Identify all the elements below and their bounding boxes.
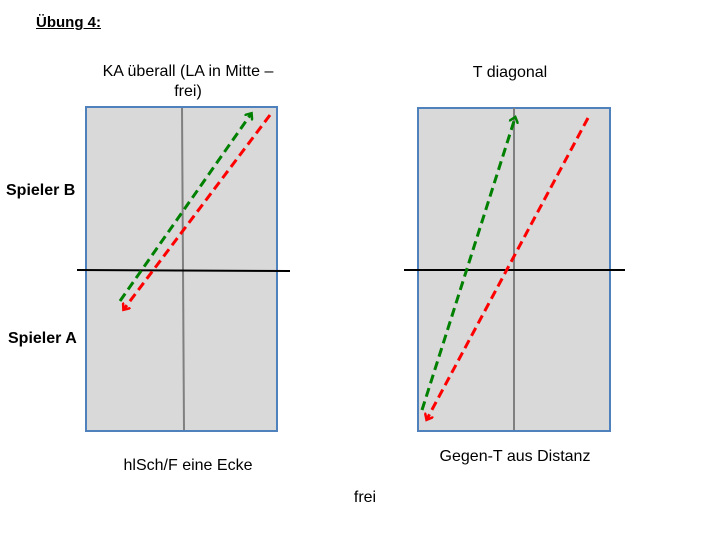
right-green-arrow [420, 118, 515, 411]
left-court [76, 106, 291, 432]
left-diagram-heading: KA überall (LA in Mitte – frei) [102, 63, 274, 100]
left-green-arrow [118, 114, 251, 302]
left-court-center-line [181, 107, 185, 431]
left-diagram-caption: hlSch/F eine Ecke [123, 457, 253, 474]
right-diagram-caption: Gegen-T aus Distanz [439, 448, 591, 465]
right-red-arrow [427, 117, 590, 419]
left-red-arrow [124, 114, 272, 309]
player-a-label: Spieler A [8, 330, 77, 347]
left-court-net [76, 269, 291, 272]
player-b-label: Spieler B [6, 182, 76, 199]
right-diagram-heading: T diagonal [472, 64, 548, 81]
footer-note: frei [353, 489, 377, 506]
slide-title: Übung 4: [36, 14, 101, 31]
right-court [404, 107, 625, 432]
